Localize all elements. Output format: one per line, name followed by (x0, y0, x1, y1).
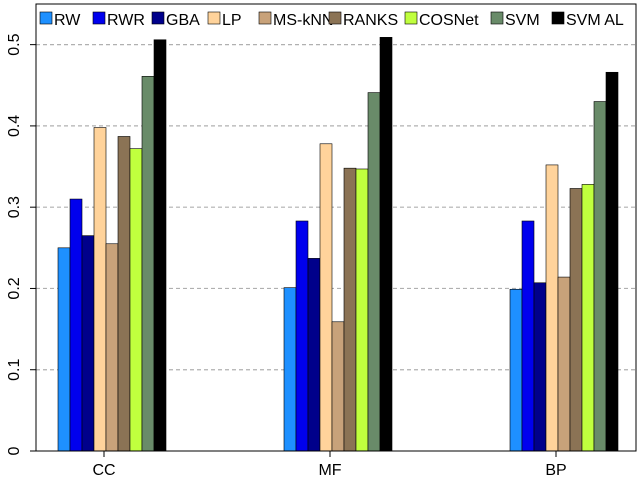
bar-ranks-cc (117, 136, 131, 452)
category-label-bp: BP (545, 462, 566, 479)
legend-item-rw: RW (39, 11, 81, 29)
bar-ranks-mf (343, 167, 357, 452)
legend-item-lp: LP (207, 11, 242, 29)
bar-ms-knn-mf (331, 321, 345, 452)
y-tick-label: 0.3 (6, 196, 23, 218)
legend: RW RWR GBA LP MS-kNN RANKS COSNet SVM SVM AL (39, 11, 624, 29)
category-label-mf: MF (318, 462, 341, 479)
legend-label: SVM AL (566, 12, 624, 29)
legend-swatch (39, 11, 53, 25)
bar-rwr-bp (521, 220, 535, 452)
bars (57, 37, 619, 452)
bar-ms-knn-bp (557, 276, 571, 452)
bar-svm-al-bp (605, 71, 619, 452)
bar-cosnet-cc (129, 148, 143, 452)
bar-lp-cc (93, 127, 107, 452)
bar-cosnet-mf (355, 168, 369, 452)
legend-item-ms-knn: MS-kNN (258, 11, 333, 29)
legend-item-gba: GBA (151, 11, 200, 29)
y-tick-label: 0.1 (6, 359, 23, 381)
legend-label: LP (222, 12, 242, 29)
legend-label: SVM (505, 12, 540, 29)
bar-gba-bp (533, 282, 547, 452)
legend-swatch (328, 11, 342, 25)
legend-item-cosnet: COSNet (404, 11, 479, 29)
legend-swatch (258, 11, 272, 25)
legend-item-ranks: RANKS (328, 11, 398, 29)
bar-lp-mf (319, 143, 333, 452)
category-label-cc: CC (92, 462, 115, 479)
y-tick-label: 0.5 (6, 33, 23, 55)
legend-label: MS-kNN (273, 12, 333, 29)
legend-swatch (151, 11, 165, 25)
bar-rwr-cc (69, 198, 83, 452)
bar-svm-mf (367, 92, 381, 452)
y-tick-label: 0.4 (6, 115, 23, 137)
axes: 0 0.1 0.2 0.3 0.4 0.5 CC MF BP (6, 3, 637, 479)
y-tick-label: 0.2 (6, 277, 23, 299)
bar-lp-bp (545, 164, 559, 452)
legend-label: RANKS (343, 12, 398, 29)
legend-swatch (490, 11, 504, 25)
legend-label: COSNet (419, 12, 479, 29)
bar-rw-bp (509, 288, 523, 452)
bar-gba-cc (81, 235, 95, 452)
plot-frame (35, 3, 637, 452)
legend-label: GBA (166, 12, 200, 29)
bar-gba-mf (307, 258, 321, 452)
bar-ranks-bp (569, 188, 583, 452)
bar-svm-cc (141, 76, 155, 452)
bar-cosnet-bp (581, 184, 595, 452)
bar-ms-knn-cc (105, 243, 119, 452)
bar-svm-al-mf (379, 37, 393, 452)
legend-item-svm: SVM (490, 11, 540, 29)
bar-svm-bp (593, 101, 607, 452)
y-tick-label: 0 (6, 446, 23, 455)
legend-swatch (551, 11, 565, 25)
bar-svm-al-cc (153, 39, 167, 452)
legend-item-svm-al: SVM AL (551, 11, 624, 29)
legend-swatch (92, 11, 106, 25)
legend-label: RW (54, 12, 81, 29)
bar-rw-cc (57, 247, 71, 452)
legend-label: RWR (107, 12, 145, 29)
bar-rwr-mf (295, 220, 309, 452)
legend-swatch (207, 11, 221, 25)
legend-item-rwr: RWR (92, 11, 145, 29)
bar-rw-mf (283, 287, 297, 452)
legend-swatch (404, 11, 418, 25)
